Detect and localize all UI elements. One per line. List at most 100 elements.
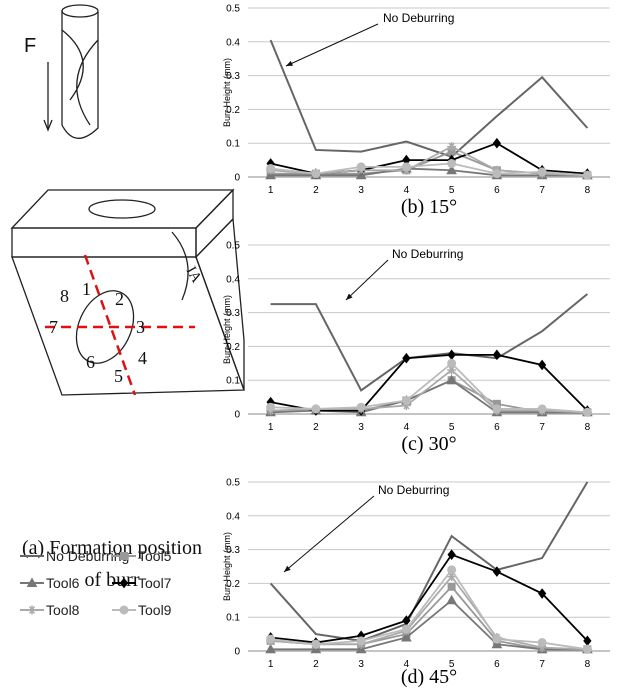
diagram-labels: F IA 1 2 3 4 5 6 7 8 (a) Formation posit… [22, 35, 204, 591]
point-label: 7 [49, 317, 58, 337]
caption: (a) Formation position [22, 537, 202, 559]
x-tick-label: 7 [539, 659, 545, 670]
legend-label: Tool8 [46, 602, 80, 618]
marker [447, 349, 456, 361]
marker [401, 395, 411, 405]
x-tick-label: 4 [404, 659, 410, 670]
x-tick-label: 1 [268, 422, 274, 433]
angle-label: IA [183, 264, 205, 286]
block-top [10, 189, 235, 229]
marker [447, 549, 456, 560]
y-tick-label: 0 [234, 647, 240, 658]
marker [446, 374, 457, 385]
marker [582, 644, 592, 654]
drill [61, 10, 99, 139]
marker [119, 605, 129, 615]
point-label: 6 [86, 352, 95, 372]
chart: 0 0.1 0.2 0.3 0.4 0.5 Burr Height (mm) 1 2 3 4 5 6 7 8… [222, 478, 610, 688]
annotation: No Deburring [383, 11, 454, 25]
arrow-head [284, 565, 291, 572]
x-tick-label: 6 [494, 422, 500, 433]
marker [119, 577, 129, 589]
marker [492, 349, 502, 361]
x-tick-label: 7 [539, 422, 545, 433]
series-line [270, 599, 588, 651]
caption: (d) 45° [401, 666, 457, 688]
y-tick-label: 0.1 [226, 139, 240, 150]
y-tick-label: 0.3 [226, 545, 240, 556]
x-tick-label: 1 [268, 185, 274, 196]
angle-arc [171, 231, 189, 301]
point-label: 4 [138, 348, 147, 368]
series-line [270, 293, 589, 392]
marker [537, 359, 547, 371]
marker [447, 572, 457, 582]
marker [537, 638, 547, 648]
legend-label: Tool7 [138, 575, 172, 591]
drill-flute [61, 29, 99, 126]
y-tick-label: 0.3 [226, 308, 240, 319]
marker [492, 169, 502, 179]
point-label: 1 [82, 279, 91, 299]
marker [492, 137, 502, 149]
y-tick-label: 0.4 [226, 37, 240, 48]
marker [311, 404, 321, 414]
y-tick-label: 0.4 [226, 274, 240, 285]
arrow-head [286, 60, 293, 66]
marker [311, 169, 321, 179]
arrow-head [346, 293, 353, 300]
marker [401, 631, 412, 642]
y-tick-label: 0.5 [226, 4, 240, 15]
caption: (c) 30° [401, 433, 456, 455]
x-tick-label: 3 [358, 185, 364, 196]
y-axis-label: Burr Height (mm) [222, 532, 232, 601]
y-tick-label: 0.5 [226, 241, 240, 252]
series-line [270, 362, 588, 414]
x-tick-label: 8 [585, 422, 591, 433]
point-label: 8 [60, 286, 69, 306]
legend-label: No Deburring [46, 548, 129, 564]
chart: 0 0.1 0.2 0.3 0.4 0.5 Burr Height (mm) 1 2 3 4 5 6 7 8… [222, 4, 610, 218]
y-tick-label: 0.2 [226, 342, 240, 353]
legend-label: Tool5 [138, 548, 172, 564]
marker [492, 634, 502, 644]
y-tick-label: 0.2 [226, 105, 240, 116]
marker [446, 164, 457, 175]
force-label: F [24, 35, 36, 57]
inclined-side [195, 217, 245, 391]
x-tick-label: 7 [539, 185, 545, 196]
marker [582, 170, 592, 180]
chart: 0 0.1 0.2 0.3 0.4 0.5 Burr Height (mm) 1 2 3 4 5 6 7 8… [222, 241, 610, 455]
y-axis-label: Burr Height (mm) [222, 295, 232, 364]
series-line [270, 162, 588, 177]
x-tick-label: 8 [585, 659, 591, 670]
marker [537, 588, 547, 599]
marker [265, 643, 276, 654]
x-tick-label: 1 [268, 659, 274, 670]
arrow-head [43, 119, 53, 132]
x-tick-label: 2 [313, 185, 319, 196]
series-line [270, 353, 589, 412]
marker [447, 358, 457, 368]
marker [401, 401, 411, 411]
caption: (b) 15° [401, 196, 457, 218]
series-line [270, 167, 588, 177]
marker [401, 624, 411, 634]
marker [447, 365, 457, 375]
y-tick-label: 0 [234, 410, 240, 421]
point-label: 5 [114, 366, 123, 386]
marker [492, 404, 502, 414]
caption: of burr [85, 569, 140, 591]
marker [27, 605, 37, 615]
marker [26, 577, 38, 587]
section-line [83, 254, 137, 396]
series-line [270, 553, 589, 644]
marker [265, 169, 276, 180]
series-line [270, 568, 588, 651]
marker [356, 636, 366, 646]
y-axis-label: Burr Height (mm) [222, 58, 232, 127]
annotation: No Deburring [378, 483, 449, 497]
y-tick-label: 0.3 [226, 71, 240, 82]
marker [120, 552, 128, 560]
